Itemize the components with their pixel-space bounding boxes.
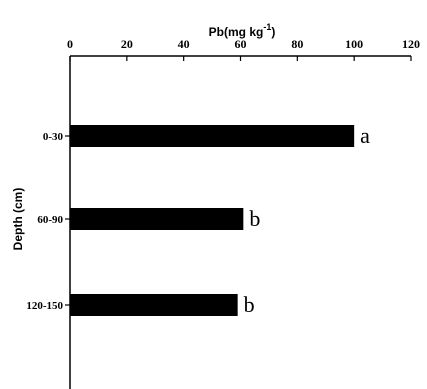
y-tick-label: 0-30 <box>43 131 64 143</box>
x-axis: 0 20 40 60 80 100 120 <box>67 37 420 61</box>
bar <box>70 208 244 230</box>
title-superscript: -1 <box>263 22 271 32</box>
significance-letter: a <box>360 123 370 148</box>
x-tick-label: 0 <box>67 37 73 51</box>
significance-letter: b <box>249 206 260 231</box>
x-tick-label: 80 <box>291 37 303 51</box>
y-axis: 0-30 60-90 120-150 <box>26 56 71 389</box>
y-tick-label: 120-150 <box>26 300 63 312</box>
x-tick-label: 20 <box>121 37 133 51</box>
chart-title: Pb(mg kg-1) <box>209 22 276 39</box>
title-main: Pb(mg kg <box>209 25 264 39</box>
title-suffix: ) <box>271 25 275 39</box>
x-tick-label: 100 <box>345 37 363 51</box>
x-tick-label: 40 <box>178 37 190 51</box>
y-axis-label: Depth (cm) <box>11 188 25 251</box>
bars: a b b <box>70 123 370 317</box>
x-tick-label: 120 <box>402 37 420 51</box>
significance-letter: b <box>244 292 255 317</box>
bar <box>70 125 355 147</box>
x-tick-label: 60 <box>235 37 247 51</box>
y-tick-label: 60-90 <box>37 214 63 226</box>
bar <box>70 294 238 316</box>
